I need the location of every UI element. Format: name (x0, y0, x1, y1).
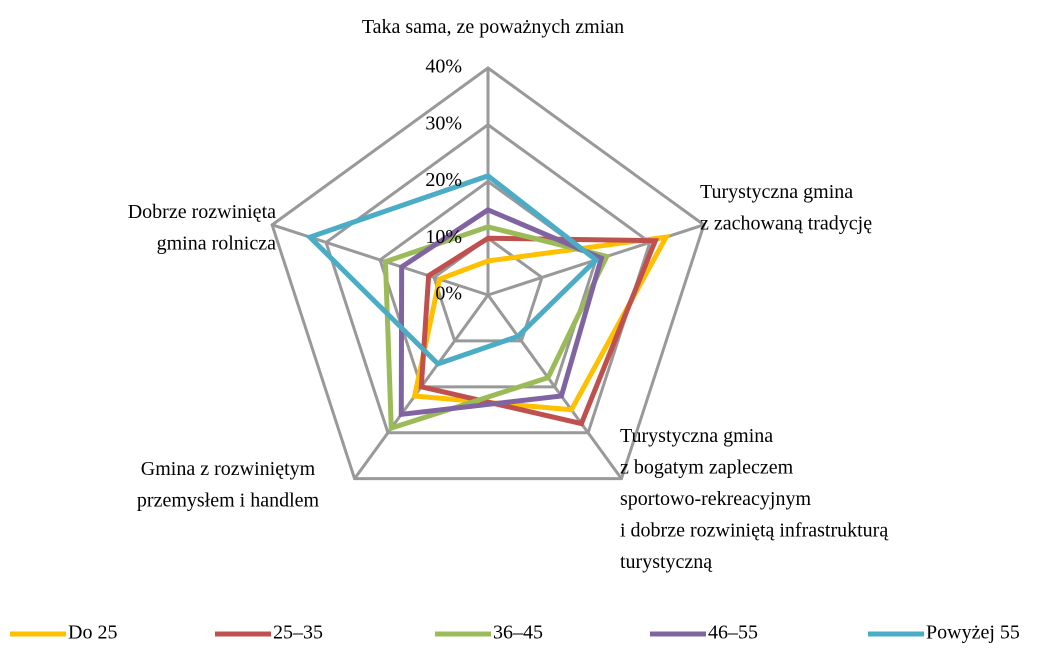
series-line (305, 173, 600, 367)
category-label-line: z bogatym zapleczem (620, 456, 794, 478)
category-label: Dobrze rozwinięta gmina rolnicza (128, 201, 276, 255)
category-label-line: z zachowaną tradycję (700, 212, 872, 234)
category-label-line: Turystyczna gmina (620, 425, 773, 447)
category-label-line: turystyczną (620, 551, 713, 573)
r-tick-label: 40% (425, 56, 462, 78)
category-label-line: przemysłem i handlem (137, 489, 320, 511)
category-label: Taka sama, ze poważnych zmian (362, 16, 624, 38)
category-label-line: i dobrze rozwiniętą infrastrukturą (620, 519, 889, 541)
category-label-line: Taka sama, ze poważnych zmian (362, 16, 624, 38)
grid-ring (270, 66, 706, 481)
r-tick-label: 30% (425, 112, 462, 134)
category-label-line: Gmina z rozwiniętym (141, 458, 316, 480)
r-tick-label: 10% (425, 226, 462, 248)
category-label-line: gmina rolnicza (157, 232, 277, 254)
legend-label: 25–35 (273, 622, 323, 644)
legend-label: 46–55 (708, 622, 758, 644)
series-line (418, 235, 660, 427)
category-label: Turystyczna gmina z bogatym zapleczem spor… (620, 425, 889, 573)
legend-label: 36–45 (493, 622, 543, 644)
r-tick-label: 20% (425, 169, 462, 191)
category-label: Turystyczna gmina z zachowaną tradycję (700, 181, 872, 235)
axis-spoke (486, 294, 623, 480)
category-label-line: Turystyczna gmina (700, 181, 853, 203)
category-label-line: Dobrze rozwinięta (128, 201, 276, 223)
grid-ring (432, 236, 544, 343)
legend-label: Do 25 (68, 622, 117, 644)
category-label-line: sportowo-rekreacyjnym (620, 488, 811, 510)
legend-label: Powyżej 55 (926, 622, 1020, 644)
category-label: Gmina z rozwiniętym przemysłem i handlem (137, 458, 320, 512)
r-tick-label: 0% (435, 283, 462, 305)
